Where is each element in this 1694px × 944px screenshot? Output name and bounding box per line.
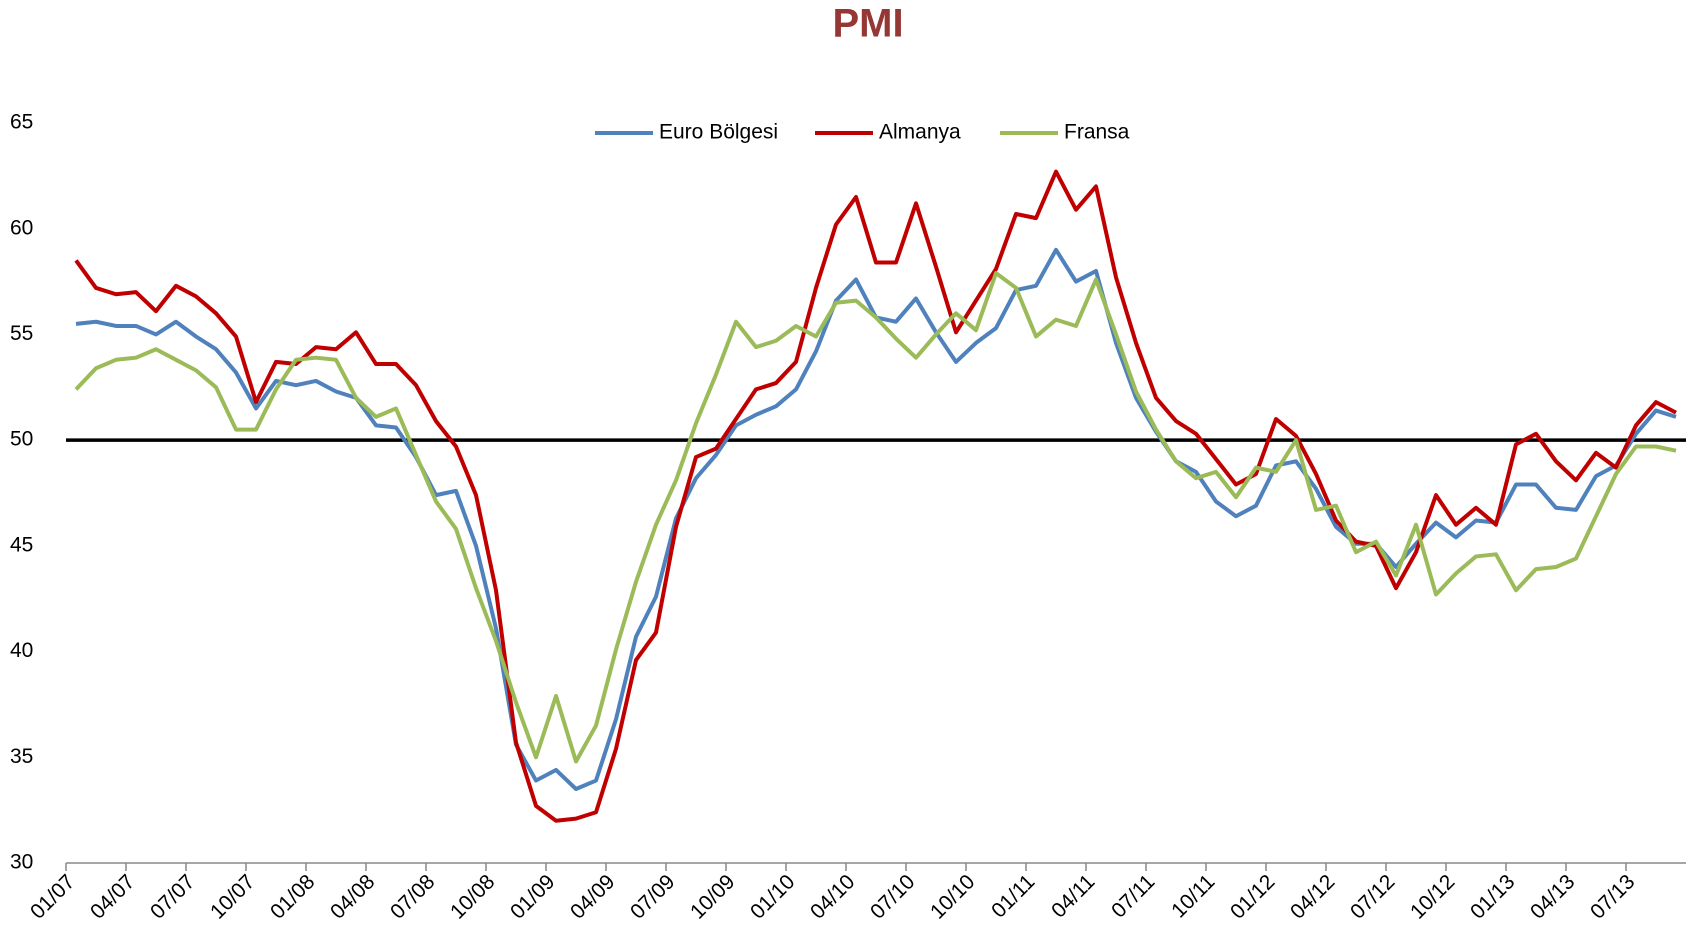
y-tick-label: 35: [10, 745, 33, 768]
x-tick-label: 10/07: [206, 870, 259, 923]
x-tick-label: 01/13: [1466, 870, 1519, 923]
x-tick-label: 10/09: [686, 870, 739, 923]
x-tick-label: 01/11: [987, 870, 1039, 922]
y-tick-label: 30: [10, 851, 33, 874]
y-tick-label: 55: [10, 322, 33, 345]
y-tick-label: 50: [10, 428, 33, 451]
x-tick-label: 10/08: [446, 870, 499, 923]
y-tick-label: 45: [10, 533, 33, 556]
legend-label: Almanya: [879, 121, 961, 144]
chart-title: PMI: [832, 2, 903, 46]
x-tick-label: 07/07: [146, 870, 199, 923]
x-tick-label: 01/10: [746, 870, 799, 923]
line-series: [75, 247, 1677, 791]
line-series: [74, 169, 1677, 823]
x-tick-label: 07/13: [1586, 870, 1639, 923]
x-tick-label: 07/09: [626, 870, 679, 923]
x-tick-label: 07/11: [1107, 870, 1159, 922]
legend-label: Fransa: [1064, 121, 1130, 144]
x-tick-label: 04/09: [566, 870, 619, 923]
x-tick-label: 01/12: [1226, 870, 1279, 923]
x-tick-label: 01/08: [266, 870, 319, 923]
y-tick-label: 60: [10, 216, 33, 239]
x-tick-label: 10/11: [1167, 870, 1219, 922]
x-tick-label: 04/11: [1047, 870, 1099, 922]
x-tick-label: 01/09: [506, 870, 559, 923]
x-tick-label: 04/13: [1526, 870, 1579, 923]
x-tick-label: 04/08: [326, 870, 379, 923]
x-tick-label: 01/07: [26, 870, 79, 923]
x-tick-label: 10/12: [1406, 870, 1459, 923]
x-tick-label: 04/12: [1286, 870, 1339, 923]
x-tick-label: 04/07: [86, 870, 139, 923]
x-tick-label: 10/10: [926, 870, 979, 923]
x-tick-label: 07/08: [386, 870, 439, 923]
x-tick-label: 07/12: [1346, 870, 1399, 923]
y-tick-label: 40: [10, 639, 33, 662]
x-tick-label: 07/10: [866, 870, 919, 923]
x-tick-label: 04/10: [806, 870, 859, 923]
y-tick-label: 65: [10, 111, 33, 134]
line-series: [74, 271, 1677, 764]
legend-label: Euro Bölgesi: [659, 121, 778, 144]
